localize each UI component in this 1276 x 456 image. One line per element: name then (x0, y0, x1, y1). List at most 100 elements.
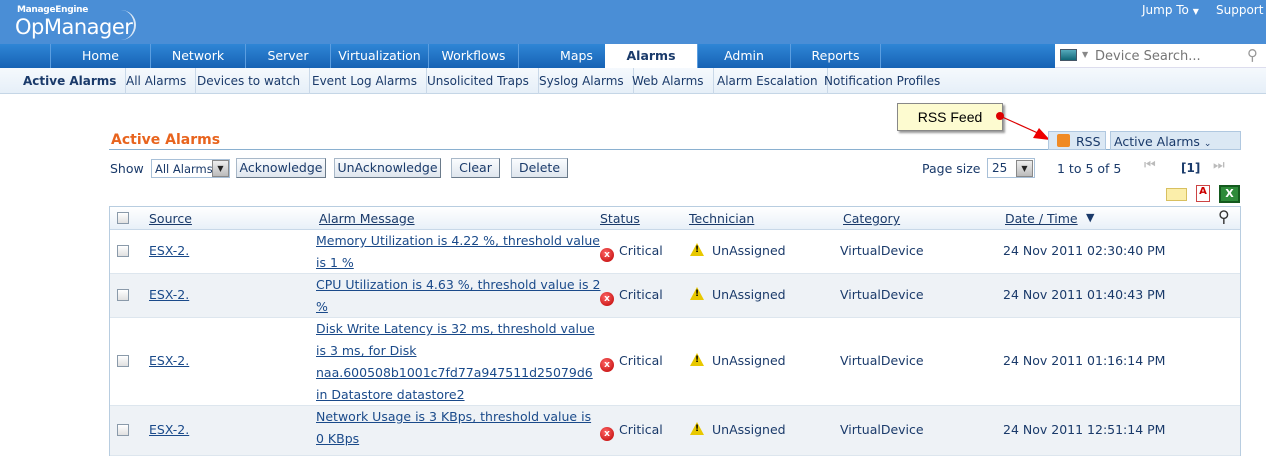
alarm-message-link[interactable]: Disk Write Latency is 32 ms, threshold v… (316, 321, 595, 402)
source-link[interactable]: ESX-2. (149, 422, 190, 437)
jump-to-label: Jump To (1142, 3, 1189, 17)
caret-down-icon[interactable]: ▼ (1082, 50, 1089, 59)
col-status[interactable]: Status (600, 211, 640, 226)
tab-server[interactable]: Server (245, 44, 330, 68)
table-row: ESX-2. Disk Write Latency is 32 ms, thre… (110, 318, 1240, 406)
row-checkbox[interactable] (117, 424, 129, 436)
technician-text: UnAssigned (712, 422, 786, 437)
subnav-notification-profiles[interactable]: Notification Profiles (824, 74, 941, 88)
rss-label: RSS (1076, 134, 1101, 149)
search-icon[interactable]: ⚲ (1218, 207, 1230, 226)
clear-button[interactable]: Clear (451, 158, 500, 178)
table-row: ESX-2. Network Usage is 3 KBps, threshol… (110, 406, 1240, 456)
critical-icon: x (600, 292, 614, 306)
select-all-checkbox[interactable] (117, 212, 129, 224)
rss-icon (1057, 134, 1070, 147)
dropdown-arrow-icon: ▼ (1016, 160, 1033, 177)
tab-home[interactable]: Home (50, 44, 150, 68)
subnav-event-log-alarms[interactable]: Event Log Alarms (303, 68, 427, 94)
alarm-message-link[interactable]: Memory Utilization is 4.22 %, threshold … (316, 233, 600, 270)
search-icon[interactable]: ⚲ (1247, 46, 1258, 64)
status-text: Critical (619, 243, 663, 258)
source-link[interactable]: ESX-2. (149, 353, 190, 368)
rss-button[interactable]: RSS (1048, 131, 1106, 150)
alarm-message-link[interactable]: CPU Utilization is 4.63 %, threshold val… (316, 277, 601, 314)
date-cell: 24 Nov 2011 01:40:43 PM (1003, 287, 1166, 302)
source-link[interactable]: ESX-2. (149, 287, 190, 302)
table-row: ESX-2. CPU Utilization is 4.63 %, thresh… (110, 274, 1240, 318)
subnav-devices-to-watch[interactable]: Devices to watch (188, 68, 311, 94)
col-date-time[interactable]: Date / Time (1005, 211, 1078, 226)
table-row: ESX-2. Memory Utilization is 4.22 %, thr… (110, 230, 1240, 274)
tab-maps[interactable]: Maps (518, 44, 634, 68)
rss-feed-callout: RSS Feed (897, 103, 1003, 131)
row-checkbox[interactable] (117, 355, 129, 367)
status-text: Critical (619, 287, 663, 302)
view-select-value: Active Alarms (1114, 134, 1200, 149)
tab-reports[interactable]: Reports (790, 44, 880, 68)
col-technician[interactable]: Technician (689, 211, 755, 226)
acknowledge-button[interactable]: Acknowledge (236, 158, 326, 178)
alarm-message-link[interactable]: Network Usage is 3 KBps, threshold value… (316, 409, 592, 446)
current-page[interactable]: [1] (1181, 161, 1201, 175)
email-icon[interactable] (1166, 188, 1187, 201)
category-cell: VirtualDevice (840, 287, 924, 302)
technician-cell: UnAssigned (690, 287, 786, 302)
col-alarm-message[interactable]: Alarm Message (319, 211, 415, 226)
date-cell: 24 Nov 2011 02:30:40 PM (1003, 243, 1166, 258)
subnav-all-alarms[interactable]: All Alarms (117, 68, 197, 94)
subnav-unsolicited-traps[interactable]: Unsolicited Traps (418, 68, 539, 94)
page-size-select[interactable]: 25 ▼ (987, 158, 1035, 178)
pdf-icon[interactable]: A (1196, 185, 1210, 202)
tab-network[interactable]: Network (150, 44, 245, 68)
tab-virtualization[interactable]: Virtualization (330, 44, 428, 68)
view-select[interactable]: Active Alarms ⌄ (1110, 131, 1241, 150)
brand-top: ManageEngine (17, 5, 89, 15)
date-cell: 24 Nov 2011 12:51:14 PM (1003, 422, 1166, 437)
device-search: ▼ ⚲ (1055, 44, 1266, 68)
technician-cell: UnAssigned (690, 422, 786, 437)
next-last-page-icon[interactable]: ⏭ (1213, 158, 1225, 173)
status-cell: x Critical (600, 353, 663, 372)
nav-spacer (880, 44, 1055, 68)
warning-icon (690, 287, 704, 300)
status-cell: x Critical (600, 243, 663, 262)
delete-button[interactable]: Delete (511, 158, 568, 178)
critical-icon: x (600, 427, 614, 441)
sort-desc-icon: ▼ (1086, 211, 1095, 224)
col-source[interactable]: Source (149, 211, 192, 226)
show-select-value: All Alarms (155, 162, 213, 176)
category-cell: VirtualDevice (840, 422, 924, 437)
warning-icon (690, 353, 704, 366)
sub-nav: Active Alarms All Alarms Devices to watc… (0, 68, 1266, 94)
jump-to-menu[interactable]: Jump To ▼ (1142, 3, 1199, 17)
col-category[interactable]: Category (843, 211, 901, 226)
show-select[interactable]: All Alarms ▼ (151, 159, 230, 178)
status-cell: x Critical (600, 422, 663, 441)
subnav-web-alarms[interactable]: Web Alarms (623, 68, 714, 94)
category-cell: VirtualDevice (840, 243, 924, 258)
device-search-input[interactable] (1095, 47, 1240, 65)
unacknowledge-button[interactable]: UnAcknowledge (334, 158, 441, 178)
warning-icon (690, 243, 704, 256)
row-checkbox[interactable] (117, 245, 129, 257)
row-checkbox[interactable] (117, 289, 129, 301)
support-link[interactable]: Support (1216, 3, 1264, 17)
status-cell: x Critical (600, 287, 663, 306)
main-nav: Home Network Server Virtualization Workf… (0, 44, 1055, 68)
tab-workflows[interactable]: Workflows (428, 44, 518, 68)
app-header: ManageEngine OpManager Jump To ▼ Support (0, 0, 1266, 44)
table-header: Source Alarm Message Status Technician C… (110, 207, 1240, 230)
subnav-alarm-escalation[interactable]: Alarm Escalation (708, 68, 828, 94)
status-text: Critical (619, 422, 663, 437)
status-text: Critical (619, 353, 663, 368)
source-link[interactable]: ESX-2. (149, 243, 190, 258)
tab-admin[interactable]: Admin (697, 44, 790, 68)
tab-alarms[interactable]: Alarms (605, 44, 697, 68)
caret-down-icon: ▼ (1192, 7, 1199, 16)
monitor-icon[interactable] (1060, 49, 1077, 61)
excel-icon[interactable]: X (1219, 185, 1240, 203)
subnav-active-alarms[interactable]: Active Alarms (14, 68, 127, 94)
subnav-syslog-alarms[interactable]: Syslog Alarms (530, 68, 634, 94)
first-prev-page-icon[interactable]: ⏮ (1144, 158, 1156, 173)
